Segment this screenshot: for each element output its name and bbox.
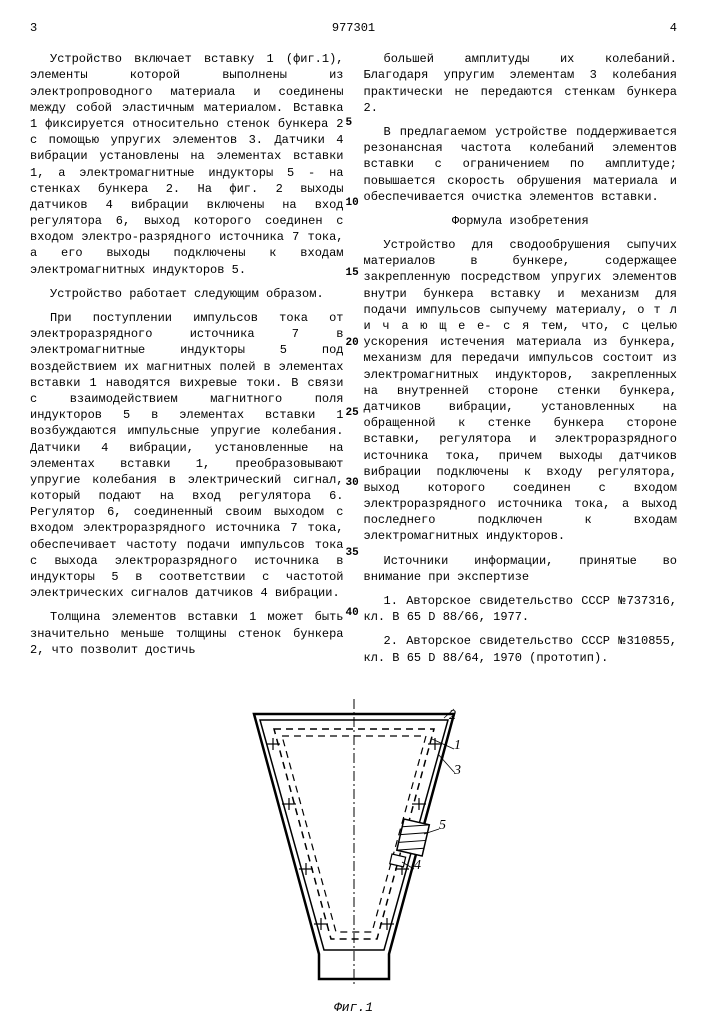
line-marker: 40 [346, 606, 359, 621]
paragraph: Устройство работает следующим образом. [30, 286, 344, 302]
paragraph: При поступлении импульсов тока от электр… [30, 310, 344, 601]
paragraph: большей амплитуды их колебаний. Благодар… [364, 51, 678, 116]
formula-title: Формула изобретения [364, 213, 678, 229]
line-marker: 5 [346, 116, 353, 131]
line-marker: 15 [346, 266, 359, 281]
text-columns: Устройство включает вставку 1 (фиг.1), э… [30, 51, 677, 674]
doc-number: 977301 [332, 20, 375, 36]
callout-number: 5 [439, 818, 446, 833]
bunker-diagram: 2 1 3 5 4 [214, 694, 494, 994]
left-column: Устройство включает вставку 1 (фиг.1), э… [30, 51, 344, 674]
page-num-left: 3 [30, 20, 37, 36]
paragraph: Источники информации, принятые во вниман… [364, 553, 678, 585]
page-header: 3 977301 4 [30, 20, 677, 36]
line-marker: 10 [346, 196, 359, 211]
page-num-right: 4 [670, 20, 677, 36]
line-marker: 30 [346, 476, 359, 491]
right-column: 5 10 15 20 25 30 35 40 большей амплитуды… [364, 51, 678, 674]
callout-number: 3 [453, 763, 461, 778]
paragraph: В предлагаемом устройстве поддерживается… [364, 124, 678, 205]
line-marker: 25 [346, 406, 359, 421]
paragraph: 1. Авторское свидетельство СССР №737316,… [364, 593, 678, 625]
line-marker: 35 [346, 546, 359, 561]
paragraph: 2. Авторское свидетельство СССР №310855,… [364, 633, 678, 665]
paragraph: Устройство для сводообрушения сыпучих ма… [364, 237, 678, 545]
figure-label: Фиг.1 [30, 999, 677, 1017]
figure-1: 2 1 3 5 4 Фиг.1 [30, 694, 677, 1017]
callout-number: 1 [454, 738, 461, 753]
callout-number: 4 [414, 858, 421, 873]
paragraph: Толщина элементов вставки 1 может быть з… [30, 609, 344, 658]
paragraph: Устройство включает вставку 1 (фиг.1), э… [30, 51, 344, 278]
callout-number: 2 [449, 708, 456, 723]
line-marker: 20 [346, 336, 359, 351]
